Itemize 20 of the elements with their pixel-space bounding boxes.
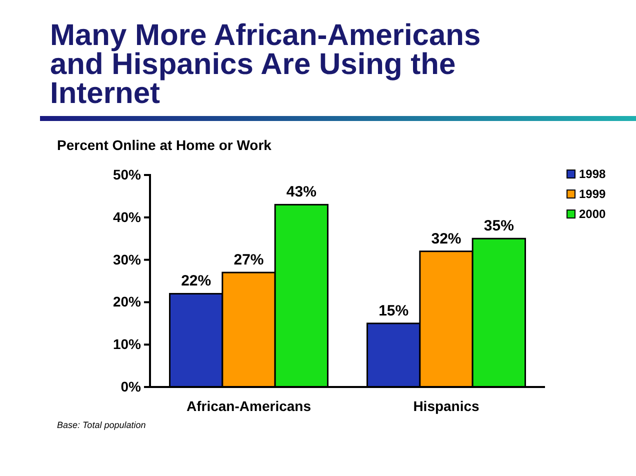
y-tick-label: 30% <box>112 251 142 268</box>
chart-subtitle: Percent Online at Home or Work <box>57 137 272 153</box>
data-label: 27% <box>234 252 264 269</box>
y-tick-label: 50% <box>112 166 142 182</box>
legend-label: 1998 <box>579 167 606 181</box>
legend-label: 2000 <box>579 207 606 221</box>
y-tick-label: 10% <box>112 336 142 352</box>
data-label: 22% <box>181 272 212 290</box>
x-tick-label: African-Americans <box>186 398 312 414</box>
y-tick-label: 40% <box>112 208 142 225</box>
chart-title: Many More African-Americans and Hispanics Are Using the Internet <box>50 19 481 110</box>
data-label: 15% <box>378 302 409 320</box>
y-tick-label: 20% <box>112 294 142 310</box>
text: Base: Total population <box>57 420 146 430</box>
legend-label: 1999 <box>579 187 606 201</box>
data-label: 35% <box>484 218 514 235</box>
data-label: 43% <box>286 184 316 201</box>
x-tick-label: Hispanics <box>413 398 480 414</box>
data-label: 32% <box>431 230 462 248</box>
y-tick-label: 0% <box>120 378 142 394</box>
